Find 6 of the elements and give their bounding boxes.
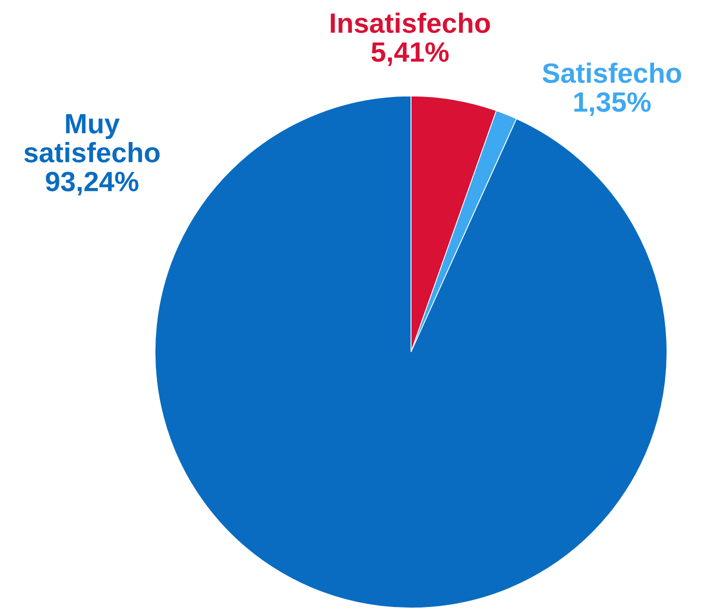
- slice-label: Insatisfecho: [330, 12, 490, 33]
- data-label: 5,41%: [371, 42, 449, 66]
- data-label: 93,24%: [46, 172, 138, 196]
- data-label: 1,35%: [574, 92, 651, 116]
- slice-label: Muy satisfecho: [24, 114, 160, 162]
- slice-label: Satisfecho: [542, 62, 682, 83]
